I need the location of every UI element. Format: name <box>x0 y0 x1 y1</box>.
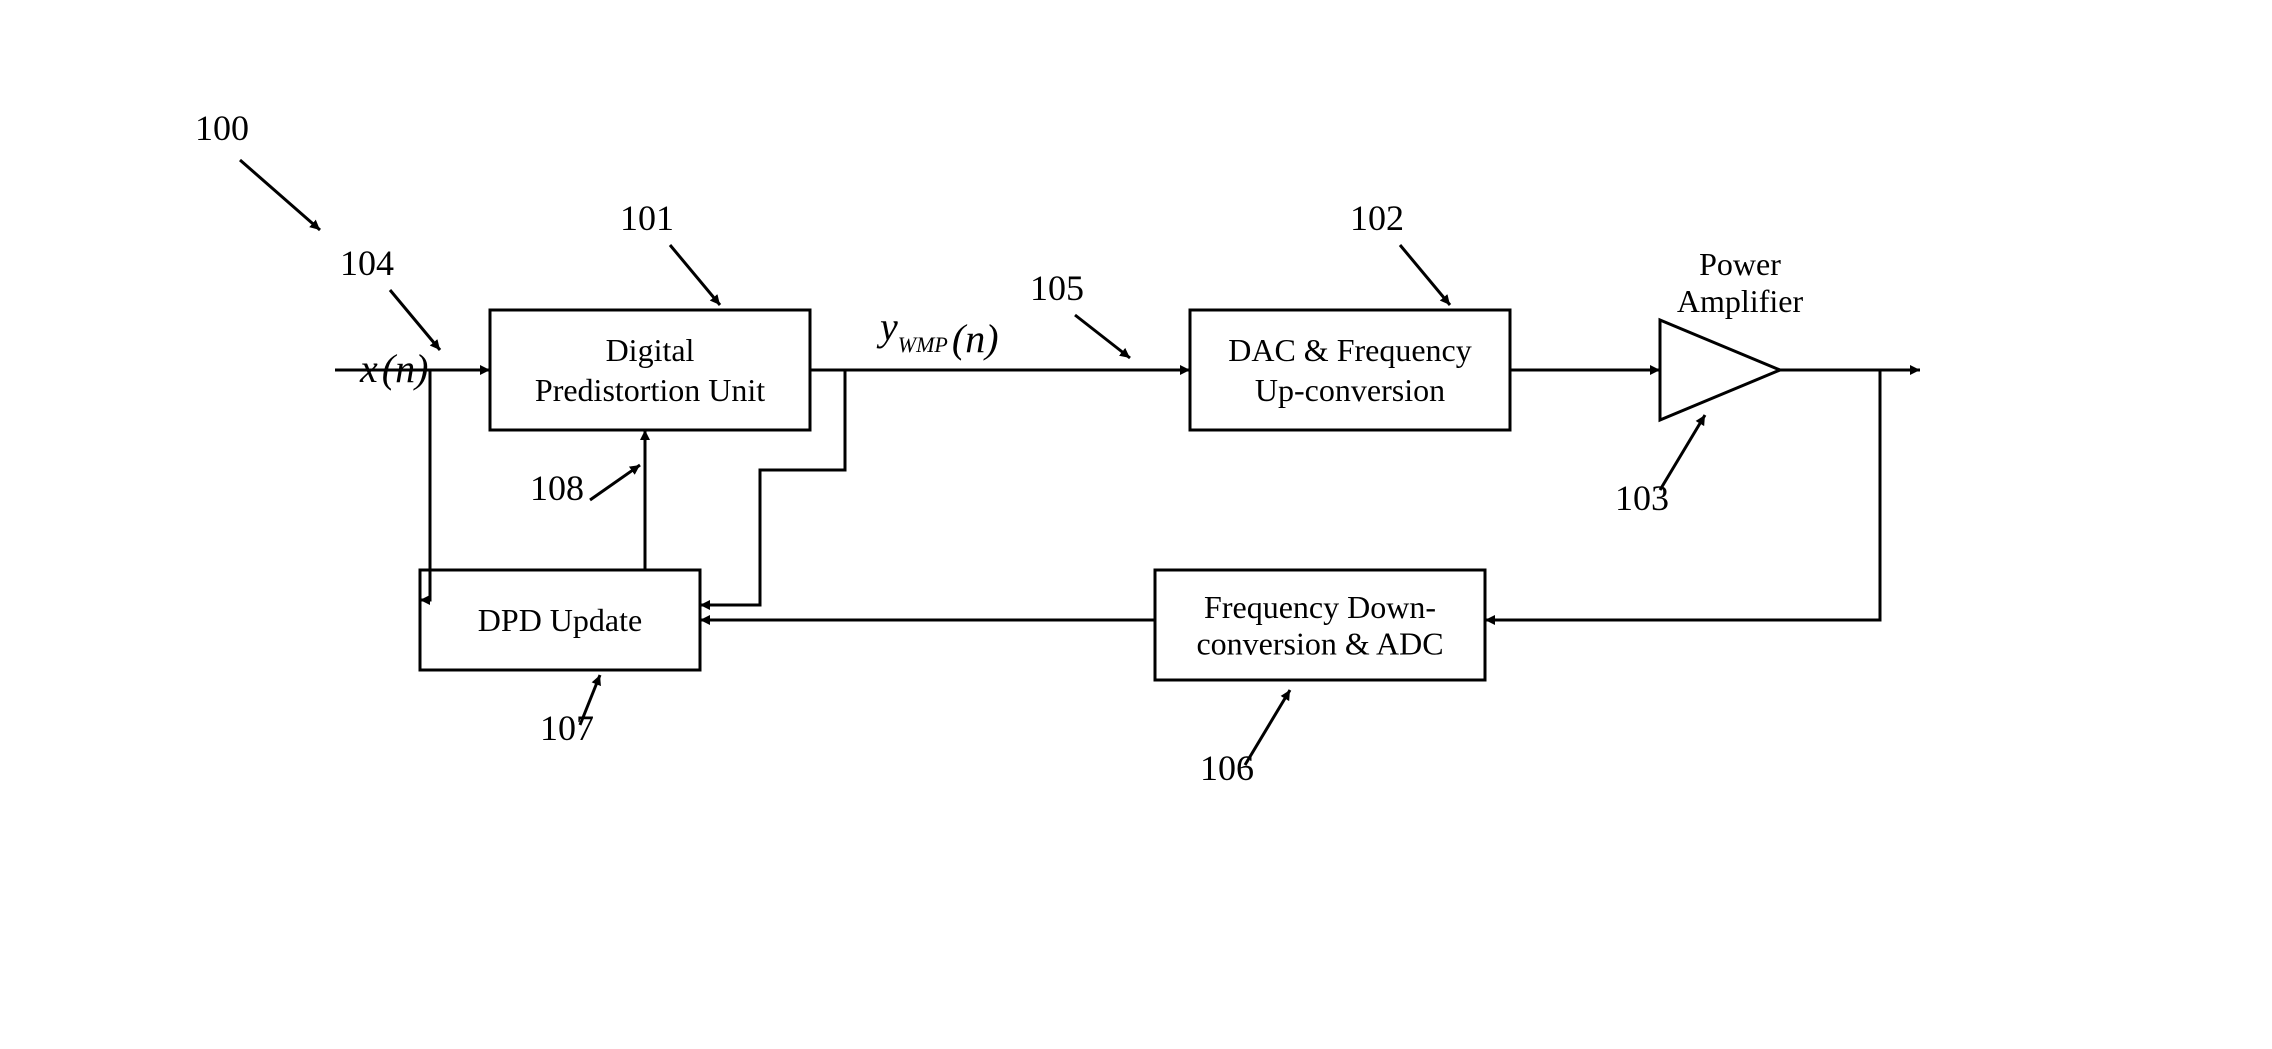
signal-x-n: x(n) <box>359 346 428 391</box>
connection-6 <box>420 370 430 600</box>
signal-y-wmp-n: yWMP(n) <box>876 304 999 361</box>
ref-label-100: 100 <box>195 108 249 148</box>
dac_upconv-label: Up-conversion <box>1255 372 1445 408</box>
ref-arrow-100 <box>240 160 320 230</box>
power-amplifier-label: Power <box>1699 246 1781 282</box>
ref-arrow-106 <box>1245 690 1290 765</box>
ref-label-106: 106 <box>1200 748 1254 788</box>
ref-label-108: 108 <box>530 468 584 508</box>
ref-label-105: 105 <box>1030 268 1084 308</box>
connection-4 <box>1485 370 1880 620</box>
ref-label-102: 102 <box>1350 198 1404 238</box>
freq_down-label: conversion & ADC <box>1196 626 1443 662</box>
freq_down-label: Frequency Down- <box>1204 589 1436 625</box>
dpd_unit-label: Digital <box>606 332 695 368</box>
ref-arrow-101 <box>670 245 720 305</box>
ref-label-103: 103 <box>1615 478 1669 518</box>
dac_upconv-label: DAC & Frequency <box>1228 332 1472 368</box>
ref-arrow-102 <box>1400 245 1450 305</box>
ref-label-104: 104 <box>340 243 394 283</box>
ref-arrow-105 <box>1075 315 1130 358</box>
ref-arrow-103 <box>1660 415 1705 490</box>
power-amplifier-label: Amplifier <box>1677 283 1804 319</box>
dac_upconv-block <box>1190 310 1510 430</box>
dpd_unit-block <box>490 310 810 430</box>
dpd_update-label: DPD Update <box>478 602 642 638</box>
power-amplifier <box>1660 320 1780 420</box>
ref-arrow-104 <box>390 290 440 350</box>
ref-arrow-108 <box>590 465 640 500</box>
dpd_unit-label: Predistortion Unit <box>535 372 765 408</box>
ref-label-101: 101 <box>620 198 674 238</box>
